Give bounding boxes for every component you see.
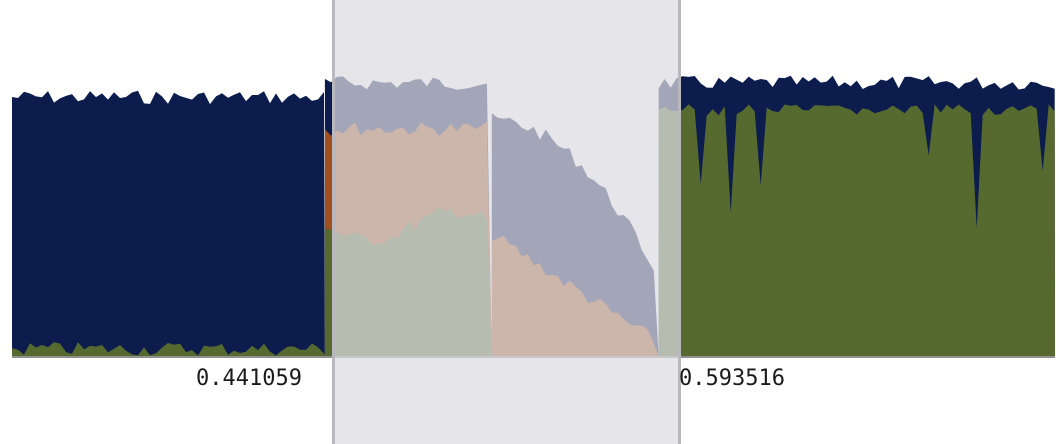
x-tick-label-start: 0.441059 — [196, 366, 302, 391]
selection-right-handle[interactable] — [678, 0, 681, 444]
selection-left-handle[interactable] — [332, 0, 335, 444]
area-navy-segment-0 — [12, 90, 325, 356]
selection-range[interactable] — [333, 0, 679, 444]
x-tick-label-end: 0.593516 — [679, 366, 785, 391]
area-green-segment-0 — [12, 342, 325, 356]
area-green-segment-3 — [658, 104, 1055, 356]
